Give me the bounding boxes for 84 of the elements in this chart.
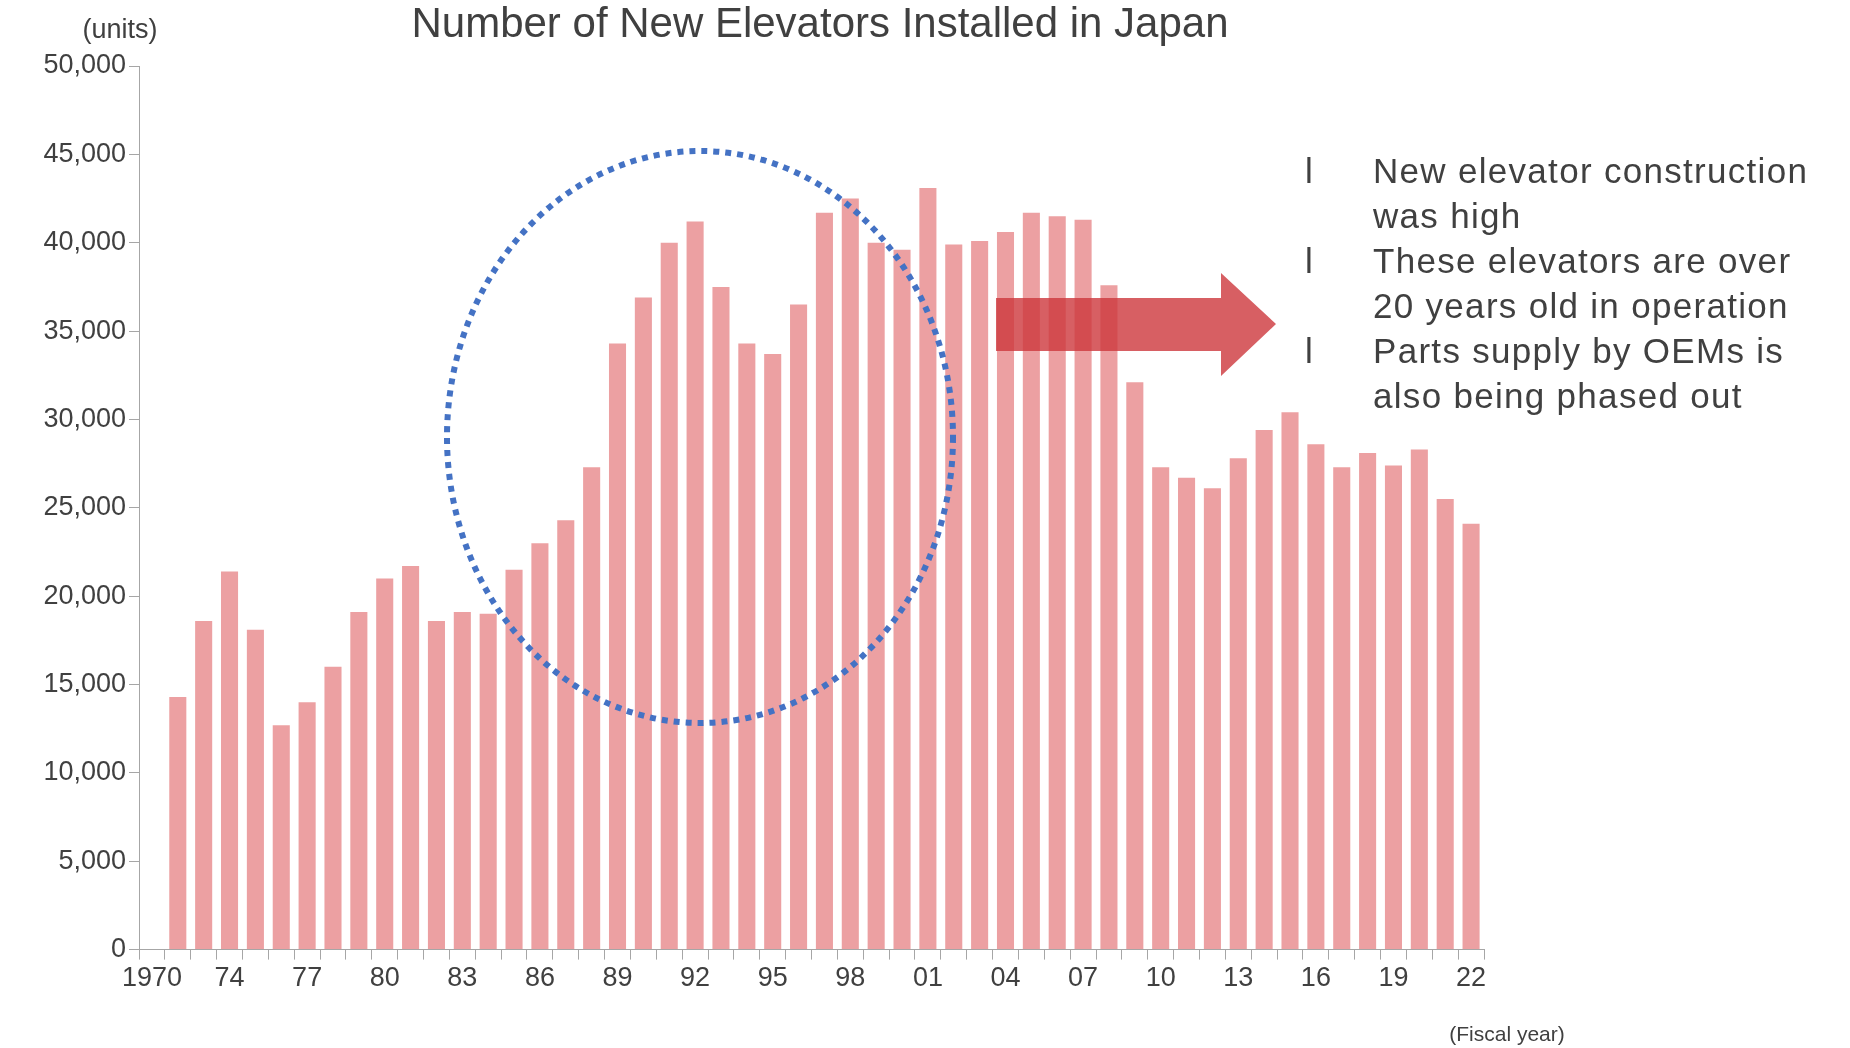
y-tick-label: 45,000 [43,137,126,168]
bar [1307,444,1325,950]
y-tick-label: 25,000 [43,491,126,522]
bar [169,696,187,950]
bar [867,242,885,950]
bar [1359,453,1377,950]
bar [1255,430,1273,950]
y-tick-label: 20,000 [43,579,126,610]
bar [246,629,264,950]
bar [1410,449,1428,950]
x-tick-label: 74 [214,962,245,993]
x-tick-label: 77 [292,962,323,993]
x-tick-label: 04 [990,962,1021,993]
text: l Parts supply by OEMs is also being phased out [1305,331,1785,415]
y-tick-label: 10,000 [43,756,126,787]
bar [1281,412,1299,950]
y-tick-label: 0 [110,933,126,964]
bar [195,620,213,950]
bar [738,343,756,950]
bar [1462,523,1480,950]
bar [453,612,471,950]
x-tick-label: 19 [1378,962,1409,993]
y-tick-label: 5,000 [58,844,126,875]
bar [1074,219,1092,950]
bar [557,520,575,950]
x-tick-label: 95 [757,962,788,993]
bar [919,187,937,950]
bar [350,612,368,950]
x-tick-label: 13 [1223,962,1254,993]
bar [841,198,859,950]
bar [1022,212,1040,950]
bar [712,286,730,950]
x-tick-label: 89 [602,962,633,993]
x-tick-label: 07 [1068,962,1099,993]
x-tick-label: 16 [1300,962,1331,993]
bar [1436,498,1454,950]
x-tick-label: 98 [835,962,866,993]
bar [608,343,627,950]
bar [971,240,989,950]
bar [272,725,290,950]
x-axis-title: (Fiscal year) [1449,1022,1565,1046]
bar [220,571,239,950]
y-tick-label: 50,000 [43,49,126,80]
bar [1333,467,1351,950]
bar [1384,465,1403,950]
bar [427,620,445,950]
y-tick-label: 40,000 [43,226,126,257]
bar [660,242,678,950]
bar [1203,488,1221,950]
chart-title: Number of New Elevators Installed in Japan [411,0,1229,46]
y-tick-label: 30,000 [43,402,126,433]
bar [893,249,911,950]
x-tick-label: 1970 [121,962,182,993]
bar [505,569,523,950]
bar [479,613,497,950]
x-tick-label: 83 [447,962,478,993]
x-tick-label: 01 [912,962,943,993]
x-tick-label: 22 [1456,962,1487,993]
x-tick-label: 92 [680,962,711,993]
y-tick-label: 35,000 [43,314,126,345]
bar [764,354,782,950]
x-tick-label: 10 [1145,962,1176,993]
bar [531,543,549,950]
bar [1229,458,1247,950]
x-tick-label: 80 [369,962,400,993]
y-axis-title: (units) [82,13,158,44]
bar [945,244,963,950]
y-tick-label: 15,000 [43,667,126,698]
bar [996,232,1015,950]
bar [634,297,652,950]
bar [583,467,601,950]
bar [402,566,420,950]
x-tick-label: 86 [524,962,555,993]
bar [1152,467,1170,950]
bar [790,304,808,950]
bar [376,578,394,950]
bar [686,221,704,950]
bar [1178,477,1196,950]
bar [1100,285,1118,950]
bar [1126,382,1144,950]
bar [1048,216,1066,950]
bar [815,212,833,950]
bar [324,666,342,950]
bar [298,702,316,950]
